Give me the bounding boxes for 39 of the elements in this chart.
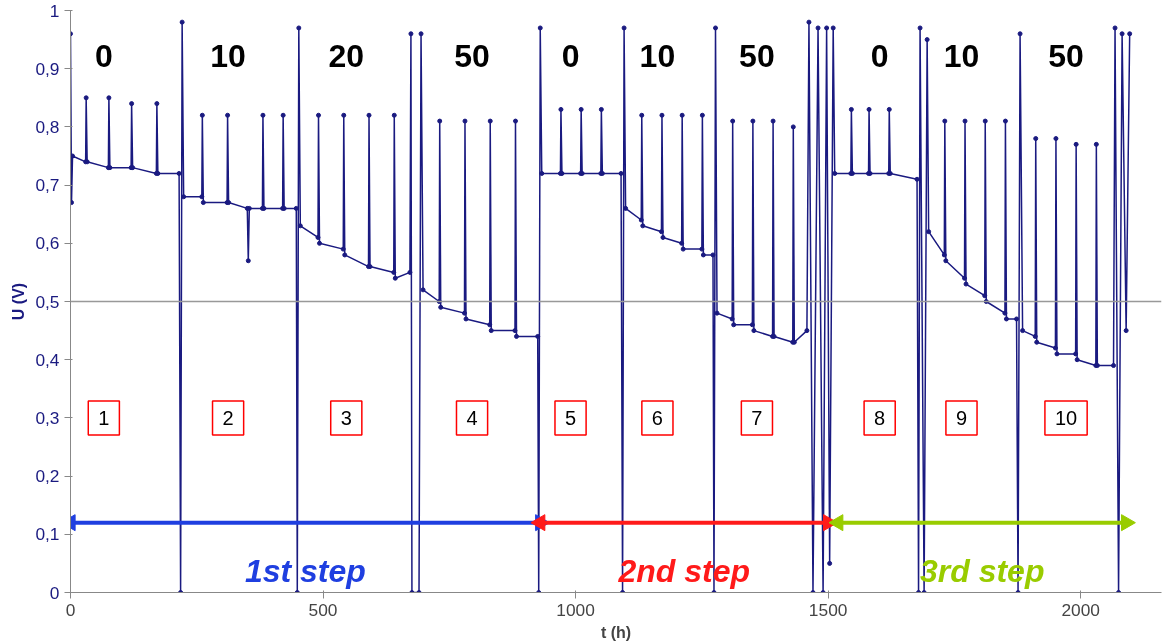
y-tick-label: 0,4 bbox=[35, 349, 60, 370]
annotation: 2 bbox=[222, 406, 234, 429]
annotation: 5 bbox=[564, 406, 577, 429]
annotation: 20 bbox=[328, 37, 365, 74]
annotation: 0 bbox=[561, 37, 580, 74]
y-tick-label: 0,8 bbox=[35, 116, 60, 137]
y-tick-label: 0 bbox=[49, 582, 60, 603]
x-tick-label: 1000 bbox=[556, 599, 595, 620]
y-axis-title: U (V) bbox=[10, 282, 28, 321]
annotation: 10 bbox=[210, 37, 246, 74]
y-tick-label: 0,5 bbox=[35, 291, 60, 312]
y-tick-label: 0,1 bbox=[35, 524, 60, 545]
annotation: 10 bbox=[639, 37, 676, 74]
annotation: 1 bbox=[98, 406, 110, 429]
y-tick-label: 0,7 bbox=[35, 175, 60, 196]
y-tick-label: 1 bbox=[49, 0, 60, 21]
annotation: 50 bbox=[1048, 37, 1084, 74]
annotation: 3 bbox=[340, 406, 352, 429]
annotation: 50 bbox=[739, 37, 775, 74]
annotation: 0 bbox=[870, 37, 889, 74]
annotation: 6 bbox=[651, 406, 663, 429]
series-label: 1st step bbox=[244, 552, 366, 589]
annotation: 10 bbox=[1054, 406, 1078, 429]
y-tick-label: 0,2 bbox=[35, 466, 60, 487]
y-tick-label: 0,9 bbox=[35, 58, 60, 79]
annotation: 10 bbox=[943, 37, 980, 74]
annotation: 8 bbox=[874, 406, 886, 429]
annotation: 50 bbox=[454, 37, 490, 74]
x-axis-title: t (h) bbox=[600, 623, 632, 641]
x-tick-label: 2000 bbox=[1061, 599, 1100, 620]
y-tick-label: 0,6 bbox=[35, 233, 60, 254]
x-tick-label: 500 bbox=[308, 599, 338, 620]
annotation: 0 bbox=[94, 37, 113, 74]
annotation: 7 bbox=[751, 406, 763, 429]
y-tick-label: 0,3 bbox=[35, 407, 60, 428]
x-tick-label: 0 bbox=[65, 599, 76, 620]
annotation: 4 bbox=[466, 406, 478, 429]
x-tick-label: 1500 bbox=[808, 599, 848, 620]
annotation: 9 bbox=[955, 406, 968, 429]
